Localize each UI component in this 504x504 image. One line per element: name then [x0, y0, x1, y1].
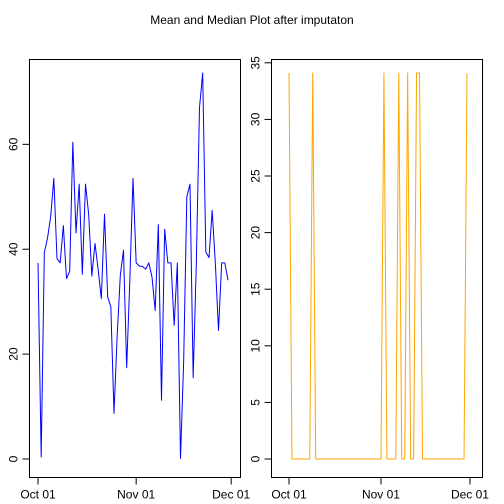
- median-y-tick-label: 35: [249, 56, 263, 70]
- median-x-tick-label: Dec 01: [451, 488, 489, 502]
- median-y-tick-label: 20: [249, 226, 263, 240]
- median-y-tick-label: 15: [249, 282, 263, 296]
- mean-series-line: [37, 72, 229, 459]
- mean-y-tick-label: 20: [7, 347, 21, 361]
- mean-plot-frame: [29, 59, 241, 478]
- median-plot-panel: Oct 01 Nov 01 Dec 01 0 5 10 15 20 25 30 35: [249, 56, 490, 502]
- median-series-line: [288, 72, 468, 460]
- mean-y-tick-label: 0: [7, 455, 21, 462]
- mean-x-tick-label: Oct 01: [20, 488, 56, 502]
- median-y-tick-label: 0: [249, 455, 263, 462]
- median-x-tick-label: Oct 01: [271, 488, 307, 502]
- mean-plot-panel: Oct 01 Nov 01 Dec 01 0 20 40 60: [7, 59, 250, 502]
- mean-y-tick-label: 40: [7, 242, 21, 256]
- median-plot-frame: [271, 59, 483, 478]
- median-y-tick-label: 30: [249, 112, 263, 126]
- median-y-tick-label: 5: [249, 399, 263, 406]
- median-x-tick-label: Nov 01: [362, 488, 400, 502]
- median-y-tick-label: 25: [249, 169, 263, 183]
- mean-y-tick-label: 60: [7, 137, 21, 151]
- mean-x-tick-label: Nov 01: [117, 488, 155, 502]
- chart-title: Mean and Median Plot after imputaton: [150, 13, 353, 27]
- mean-x-tick-label: Dec 01: [212, 488, 250, 502]
- median-y-tick-label: 10: [249, 339, 263, 353]
